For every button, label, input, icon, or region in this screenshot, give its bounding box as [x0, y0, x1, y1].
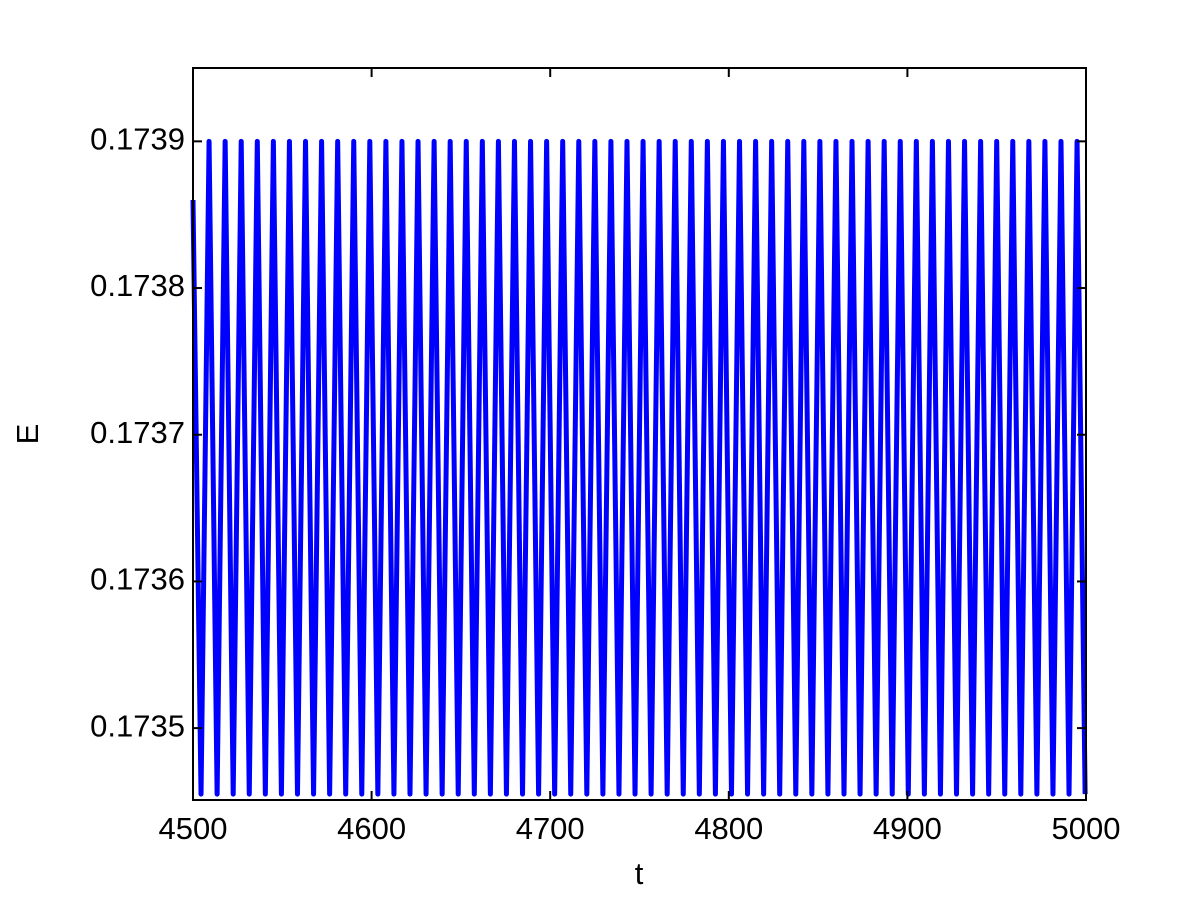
x-tick-label: 5000 [1052, 811, 1121, 846]
x-tick-label: 4900 [873, 811, 942, 846]
x-tick-label: 4600 [337, 811, 406, 846]
y-tick-label: 0.1735 [90, 708, 185, 743]
x-tick-label: 4500 [159, 811, 228, 846]
y-axis-label: E [10, 424, 45, 445]
x-axis-label: t [635, 856, 644, 891]
x-tick-label: 4800 [694, 811, 763, 846]
y-tick-label: 0.1739 [90, 122, 185, 157]
y-tick-label: 0.1737 [90, 415, 185, 450]
y-tick-label: 0.1736 [90, 562, 185, 597]
x-tick-label: 4700 [516, 811, 585, 846]
data-line [190, 138, 1088, 797]
y-tick-label: 0.1738 [90, 268, 185, 303]
